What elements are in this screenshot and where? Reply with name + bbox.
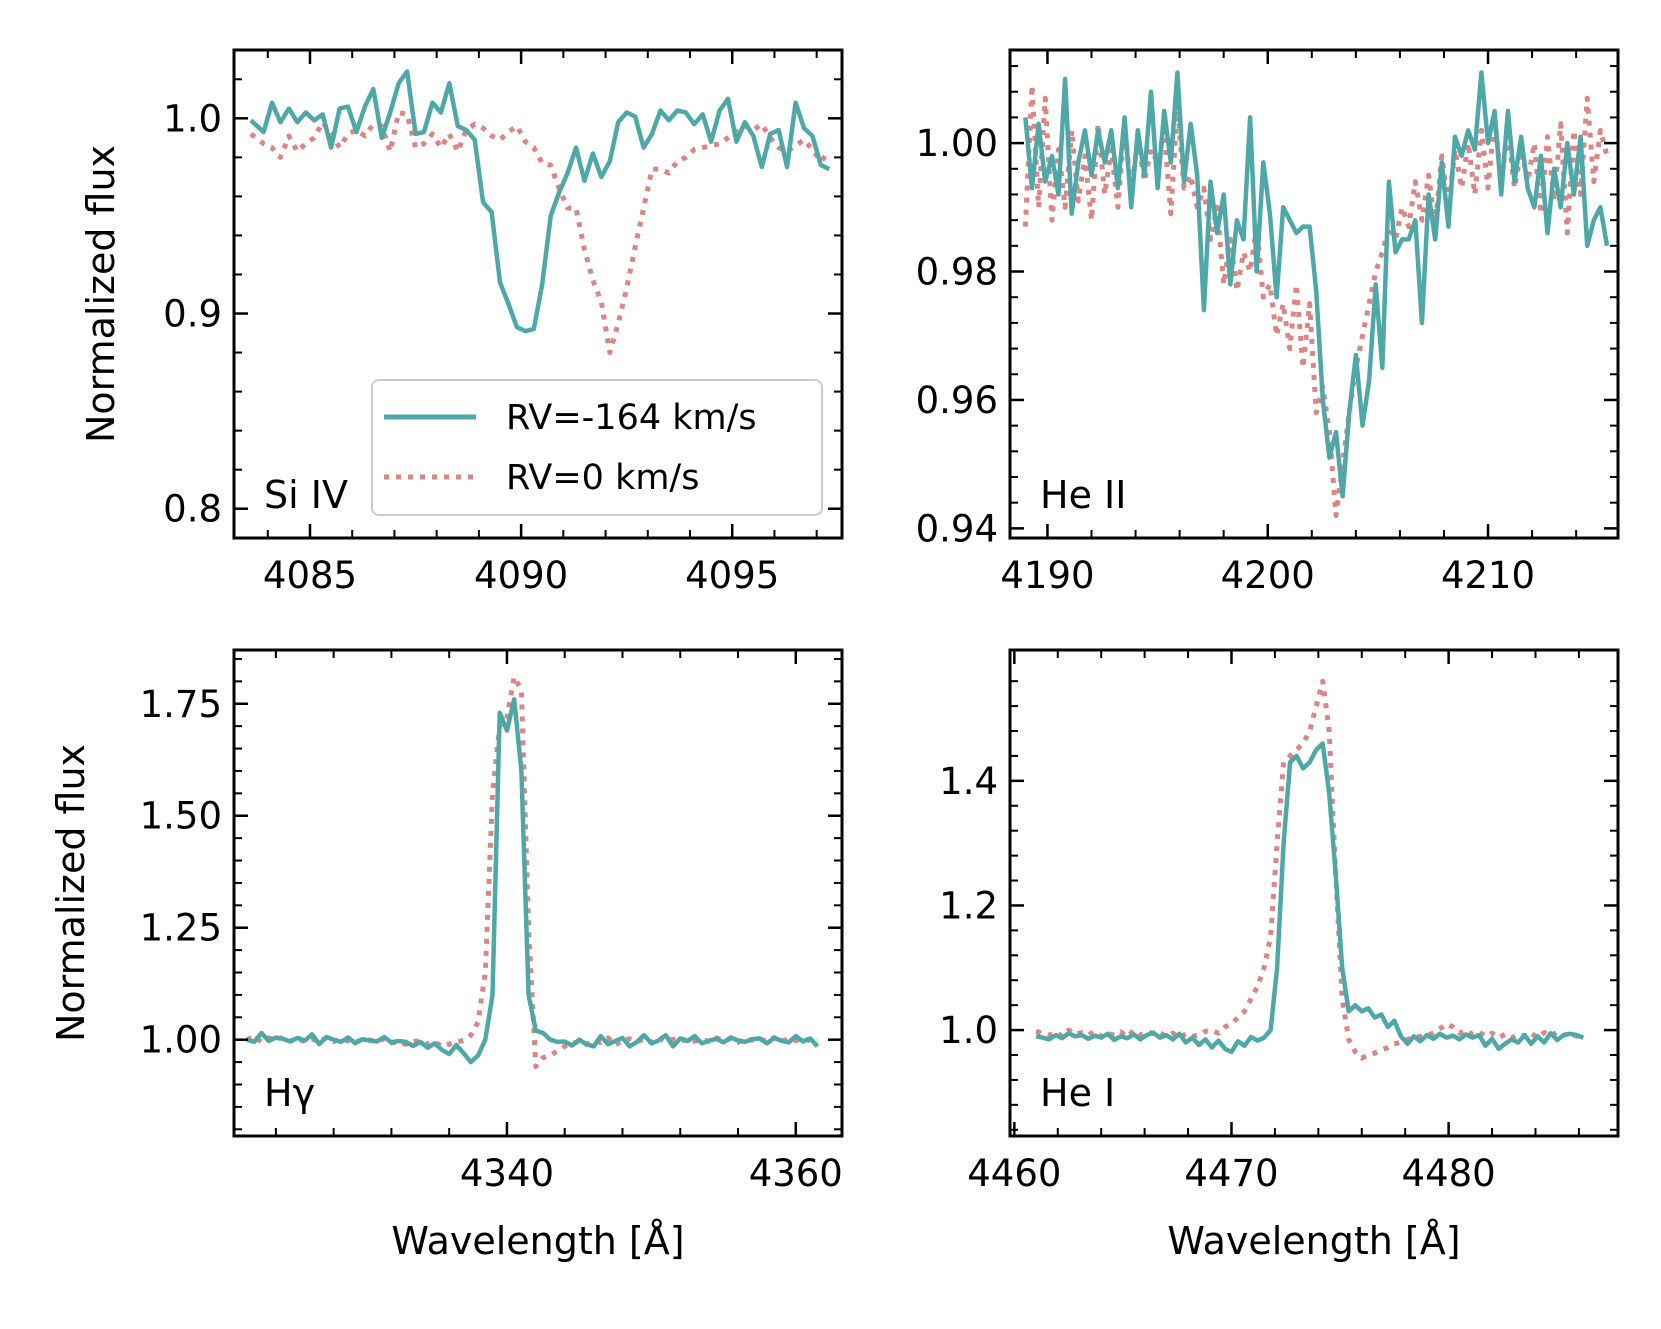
x-tick-label-4200: 4200 xyxy=(1221,554,1315,597)
x-axis-label: Wavelength [Å] xyxy=(391,1219,684,1263)
series-line-rv-164 xyxy=(246,697,820,1065)
panel-he-ii: He II 4190 4200 4210 0.94 0.96 0.98 1.00 xyxy=(916,48,1620,597)
panel-label-he-i: He I xyxy=(1040,1071,1115,1115)
series-line-rv-164 xyxy=(1035,741,1585,1055)
legend: RV=-164 km/s RV=0 km/s xyxy=(371,379,823,516)
y-tick-label-1-00: 1.00 xyxy=(140,1019,222,1062)
y-tick-label-1-00: 1.00 xyxy=(916,122,998,165)
x-tick-label-4460: 4460 xyxy=(967,1152,1061,1195)
legend-entry-rv-0: RV=0 km/s xyxy=(506,458,699,498)
axes-frame xyxy=(1008,648,1620,1138)
series-layer xyxy=(245,674,820,1070)
x-tick-label-4210: 4210 xyxy=(1441,554,1535,597)
x-tick-label-4095: 4095 xyxy=(685,554,779,597)
y-axis-label: Normalized flux xyxy=(49,744,93,1042)
y-tick-label-0-9: 0.9 xyxy=(163,293,222,336)
series-line-rv-0 xyxy=(1035,678,1585,1061)
series-line-rv-164 xyxy=(249,69,831,334)
x-tick-label-4340: 4340 xyxy=(460,1152,554,1195)
panel-label-si-iv: Si IV xyxy=(264,473,348,517)
y-tick-label-1-0: 1.0 xyxy=(163,97,222,140)
legend-entry-rv-164: RV=-164 km/s xyxy=(506,398,757,438)
series-line-rv-0 xyxy=(249,110,832,356)
y-tick-label-1-25: 1.25 xyxy=(140,907,222,950)
panel-label-he-ii: He II xyxy=(1040,473,1126,517)
x-tick-label-4470: 4470 xyxy=(1184,1152,1278,1195)
y-tick-label-1-2: 1.2 xyxy=(939,884,998,927)
axes-frame xyxy=(232,48,844,540)
y-axis-label: Normalized flux xyxy=(79,145,123,443)
y-tick-label-1-4: 1.4 xyxy=(939,760,998,803)
x-tick-label-4085: 4085 xyxy=(263,554,357,597)
y-tick-label-0-98: 0.98 xyxy=(916,251,998,294)
y-tick-label-1-0: 1.0 xyxy=(939,1009,998,1052)
legend-box xyxy=(371,379,823,516)
series-layer xyxy=(1035,678,1585,1061)
x-axis-label: Wavelength [Å] xyxy=(1167,1219,1460,1263)
panel-he-i: He I Wavelength [Å] 4460 4470 4480 1.0 1.2 1.… xyxy=(939,648,1620,1263)
y-tick-label-1-50: 1.50 xyxy=(140,795,222,838)
y-tick-label-0-8: 0.8 xyxy=(163,488,222,531)
y-tick-label-1-75: 1.75 xyxy=(140,683,222,726)
panel-label-h-gamma: Hγ xyxy=(264,1071,315,1115)
series-layer xyxy=(1022,70,1610,518)
panel-si-iv: Si IV Normalized flux RV=-164 km/s RV=0 … xyxy=(79,48,844,597)
x-tick-label-4190: 4190 xyxy=(1000,554,1094,597)
y-tick-label-0-96: 0.96 xyxy=(916,379,998,422)
axes-frame xyxy=(232,648,844,1138)
series-layer xyxy=(249,69,832,356)
series-line-rv-164 xyxy=(1023,70,1610,499)
x-tick-label-4480: 4480 xyxy=(1402,1152,1496,1195)
series-line-rv-0 xyxy=(245,674,818,1070)
panel-h-gamma: Hγ Normalized flux Wavelength [Å] 4340 43… xyxy=(49,648,844,1263)
y-tick-label-0-94: 0.94 xyxy=(916,507,998,550)
x-tick-label-4360: 4360 xyxy=(749,1152,843,1195)
axes-frame xyxy=(1008,48,1620,540)
x-tick-label-4090: 4090 xyxy=(474,554,568,597)
